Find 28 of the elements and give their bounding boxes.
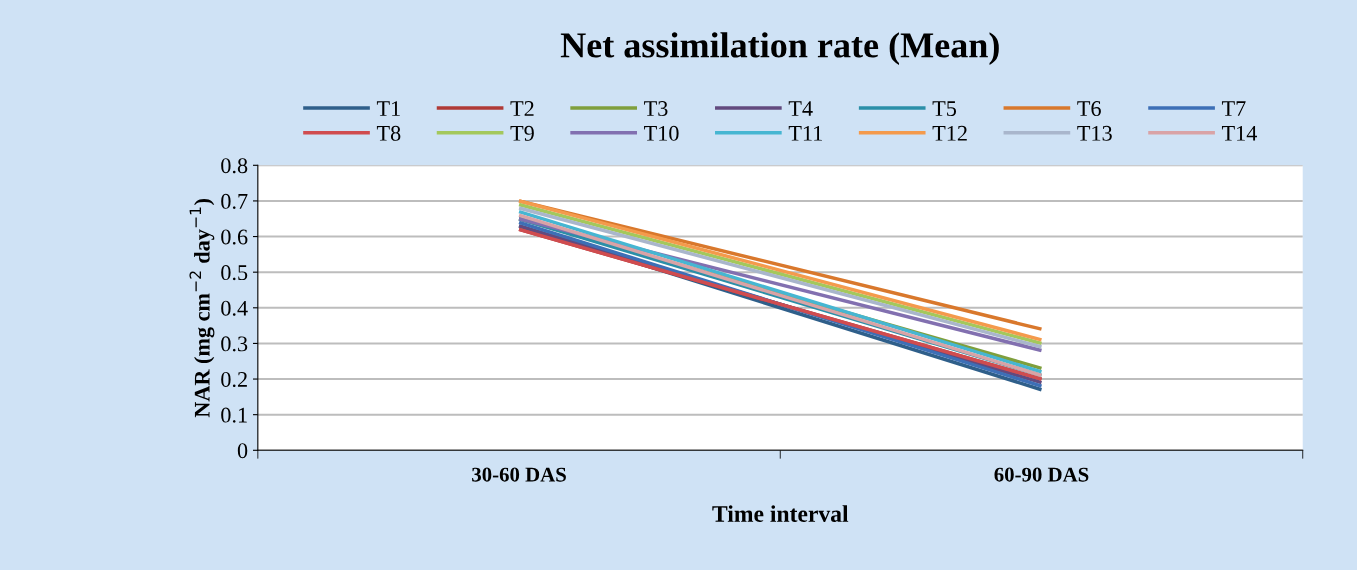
legend-label: T12 — [932, 125, 967, 141]
y-axis-title: NAR (mg cm$^{−2}$ day$^{−1}$) — [189, 198, 215, 418]
x-axis-title: Time interval — [712, 505, 849, 522]
legend-label: T2 — [510, 101, 534, 116]
x-tick-label: 60-90 DAS — [994, 467, 1089, 482]
y-tick-label: 0.6 — [221, 229, 248, 245]
legend-label: T14 — [1221, 125, 1258, 141]
y-tick-label: 0.4 — [221, 300, 248, 316]
legend-label: T10 — [644, 125, 679, 141]
chart-title: Net assimilation rate (Mean) — [560, 32, 999, 65]
y-tick-label: 0.1 — [221, 407, 247, 423]
legend-label: T3 — [644, 101, 668, 117]
y-tick-label: 0.2 — [221, 371, 247, 388]
legend-label: T7 — [1221, 101, 1246, 116]
legend-label: T6 — [1077, 101, 1101, 117]
legend-label: T13 — [1077, 125, 1112, 141]
x-tick-label: 30-60 DAS — [472, 467, 566, 482]
y-tick-label: 0.8 — [221, 158, 248, 174]
y-tick-label: 0.3 — [221, 336, 248, 352]
y-tick-label: 0.5 — [221, 265, 248, 281]
legend-label: T5 — [932, 101, 957, 117]
legend-label: T11 — [788, 125, 822, 141]
legend-label: T4 — [788, 101, 813, 116]
y-tick-label: 0 — [237, 443, 248, 459]
legend-label: T9 — [510, 125, 534, 141]
y-tick-label: 0.7 — [221, 193, 248, 209]
legend-label: T8 — [376, 125, 401, 141]
legend-label: T1 — [376, 101, 400, 116]
